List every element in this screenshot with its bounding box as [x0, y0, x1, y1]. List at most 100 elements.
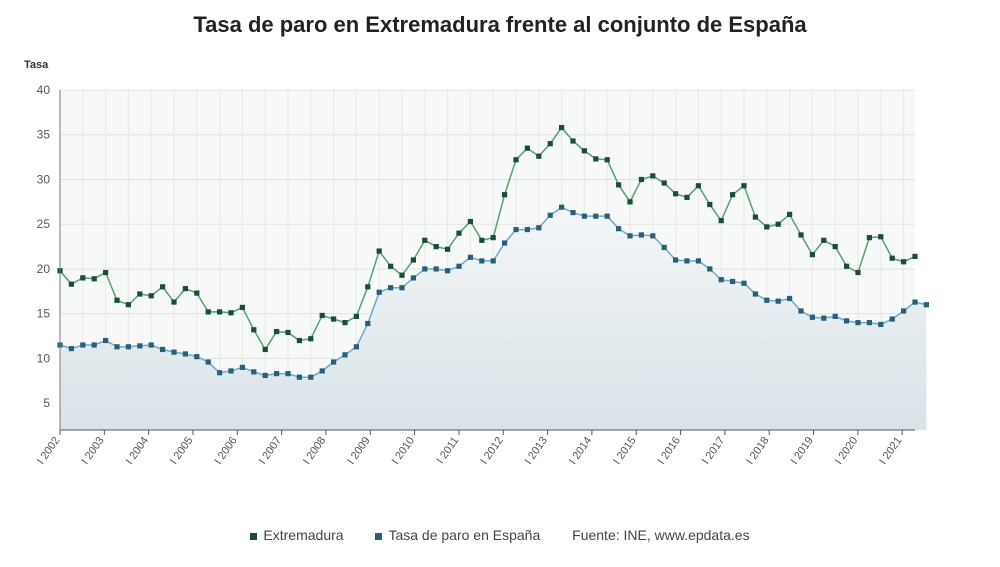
x-tick-label: I 2006	[212, 435, 239, 467]
data-point-0	[205, 309, 211, 315]
data-point-1	[923, 302, 929, 308]
data-point-0	[399, 272, 405, 278]
y-tick-label: 25	[37, 217, 51, 231]
data-point-1	[228, 368, 234, 374]
chart-source: Fuente: INE, www.epdata.es	[572, 527, 750, 543]
data-point-0	[627, 199, 633, 205]
data-point-1	[274, 371, 280, 377]
data-point-0	[319, 312, 325, 319]
x-tick-label: I 2016	[656, 435, 683, 467]
data-point-0	[638, 176, 644, 183]
data-point-0	[445, 246, 451, 252]
data-point-1	[80, 342, 86, 348]
data-point-0	[251, 327, 257, 333]
data-point-0	[855, 269, 861, 276]
data-point-0	[809, 252, 815, 258]
data-point-0	[410, 257, 416, 263]
legend-label-extremadura: Extremadura	[263, 527, 344, 543]
x-tick-label: I 2007	[257, 435, 284, 467]
data-point-1	[68, 345, 74, 352]
data-point-1	[148, 342, 154, 348]
data-point-0	[798, 232, 804, 238]
y-tick-label: 35	[37, 128, 51, 142]
data-point-1	[103, 337, 109, 344]
data-point-0	[479, 237, 485, 243]
data-point-1	[114, 344, 120, 350]
legend-label-espana: Tasa de paro en España	[388, 527, 541, 543]
legend-item-espana: Tasa de paro en España	[375, 527, 540, 543]
data-point-1	[262, 372, 268, 379]
y-axis-label: Tasa	[24, 59, 49, 71]
data-point-0	[695, 183, 701, 189]
data-point-0	[866, 235, 872, 241]
data-point-1	[91, 342, 97, 348]
data-point-0	[707, 201, 713, 208]
data-point-1	[365, 320, 371, 327]
data-point-1	[502, 240, 508, 246]
chart-title: Tasa de paro en Extremadura frente al co…	[193, 12, 807, 37]
data-point-0	[661, 180, 667, 186]
data-point-0	[821, 237, 827, 243]
data-point-1	[673, 257, 679, 263]
data-point-0	[285, 329, 291, 336]
data-point-0	[889, 255, 895, 261]
data-point-1	[752, 291, 758, 297]
x-tick-label: I 2013	[523, 435, 550, 467]
data-point-0	[490, 235, 496, 241]
legend-marker-extremadura	[250, 532, 258, 540]
data-point-0	[832, 243, 838, 250]
data-point-0	[342, 320, 348, 326]
data-point-0	[741, 183, 747, 189]
y-tick-label: 5	[43, 396, 50, 410]
data-point-1	[741, 280, 747, 286]
data-point-1	[194, 354, 200, 360]
data-point-1	[524, 226, 530, 233]
data-point-0	[718, 218, 724, 224]
data-point-1	[251, 369, 257, 375]
data-point-0	[901, 259, 907, 265]
data-point-1	[695, 258, 701, 264]
x-tick-label: I 2012	[478, 435, 505, 467]
data-point-1	[171, 349, 177, 355]
data-point-0	[171, 299, 177, 305]
data-point-1	[513, 226, 519, 233]
data-point-0	[91, 276, 97, 282]
data-point-1	[410, 275, 416, 281]
data-point-0	[559, 124, 565, 131]
data-point-1	[764, 297, 770, 303]
data-point-1	[285, 371, 291, 377]
data-point-0	[296, 337, 302, 344]
data-point-1	[730, 278, 736, 285]
x-tick-label: I 2011	[434, 435, 461, 466]
y-tick-label: 15	[37, 307, 51, 321]
data-point-1	[821, 315, 827, 321]
data-point-0	[912, 253, 918, 260]
data-point-0	[148, 293, 154, 299]
data-point-1	[331, 359, 337, 365]
data-point-0	[467, 218, 473, 225]
data-point-1	[775, 298, 781, 304]
y-tick-label: 10	[37, 351, 51, 365]
data-point-0	[570, 138, 576, 144]
data-point-0	[764, 224, 770, 230]
data-point-1	[399, 285, 405, 291]
data-point-1	[855, 320, 861, 326]
data-point-0	[513, 157, 519, 163]
x-tick-label: I 2020	[833, 435, 860, 467]
data-point-0	[353, 313, 359, 319]
series-line-0	[59, 126, 916, 351]
data-point-1	[832, 313, 838, 319]
data-point-0	[547, 141, 553, 147]
data-point-0	[673, 191, 679, 197]
data-point-0	[456, 230, 462, 236]
data-point-1	[479, 258, 485, 264]
data-point-0	[581, 148, 587, 154]
data-point-0	[502, 192, 508, 198]
data-point-1	[718, 277, 724, 283]
data-point-0	[752, 214, 758, 220]
chart-legend: Extremadura Tasa de paro en España Fuent…	[0, 527, 1000, 543]
data-point-1	[217, 370, 223, 376]
data-point-1	[878, 321, 884, 328]
data-point-1	[467, 254, 473, 260]
data-point-1	[684, 258, 690, 264]
